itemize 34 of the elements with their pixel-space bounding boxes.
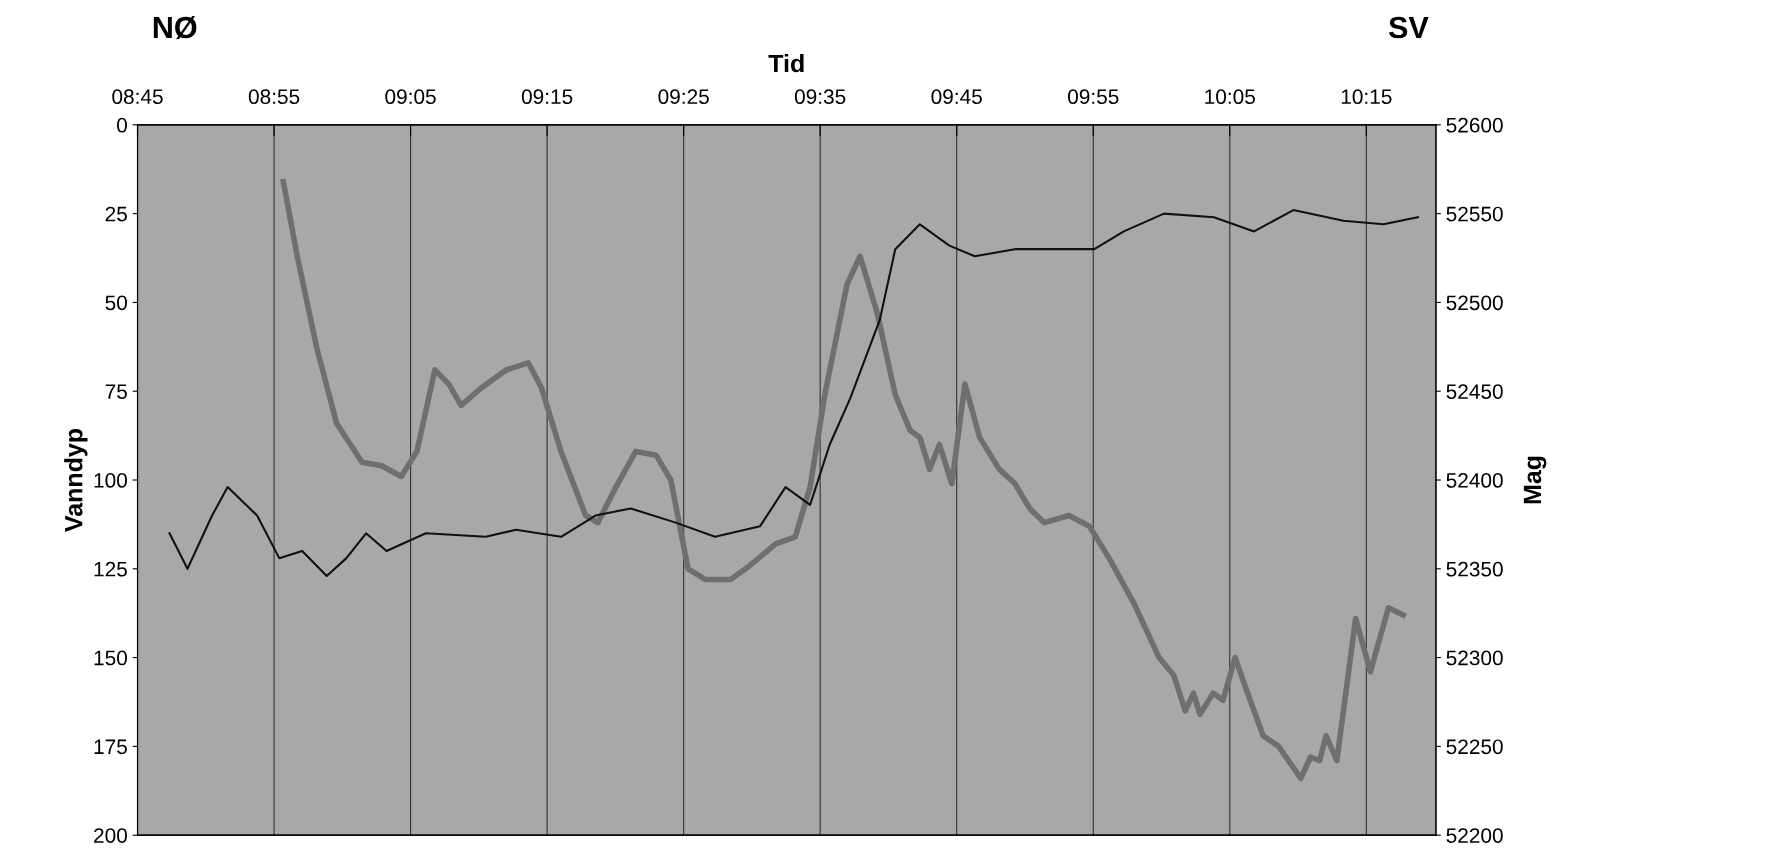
y-tick-label: 100 [94,473,127,488]
y-tick-label: 200 [94,828,127,843]
y-tick-label: 25 [105,206,127,222]
x-axis-title: Tid [768,53,804,73]
x-tick-label: 09:25 [658,89,709,105]
y-tick-label: 150 [94,650,127,666]
x-tick-label: 09:05 [385,89,436,105]
x-tick-label: 08:45 [112,89,163,105]
y2-tick-label: 52600 [1446,117,1503,133]
x-tick-label: 09:35 [794,89,846,105]
x-tick-label: 08:55 [248,89,300,105]
x-tick-label: 10:15 [1341,89,1392,105]
line-series [168,209,1419,577]
y-tick-label: 75 [105,384,127,399]
y2-tick-label: 52400 [1446,473,1503,488]
x-tick-label: 10:05 [1205,89,1255,105]
y-tick-label: 175 [94,739,127,755]
y-axis-title: Vanndyp [64,428,88,532]
y2-axis-title: Mag [1523,456,1547,504]
y2-tick-label: 52300 [1446,650,1503,666]
y2-tick-label: 52550 [1446,206,1503,222]
x-tick-label: 09:55 [1068,89,1119,105]
y-tick-label: 0 [117,117,127,133]
x-tick-label: 09:45 [931,89,982,105]
text: NØ [153,16,197,40]
text: SV [1388,16,1429,39]
y-tick-label: 50 [105,295,127,311]
y2-tick-label: 52450 [1446,384,1503,399]
y2-tick-label: 52350 [1446,561,1503,577]
y2-tick-label: 52500 [1446,295,1503,311]
x-tick-label: 09:15 [521,89,573,105]
y2-tick-label: 52200 [1446,828,1503,843]
y-tick-label: 125 [94,561,127,577]
y2-tick-label: 52250 [1446,739,1503,755]
